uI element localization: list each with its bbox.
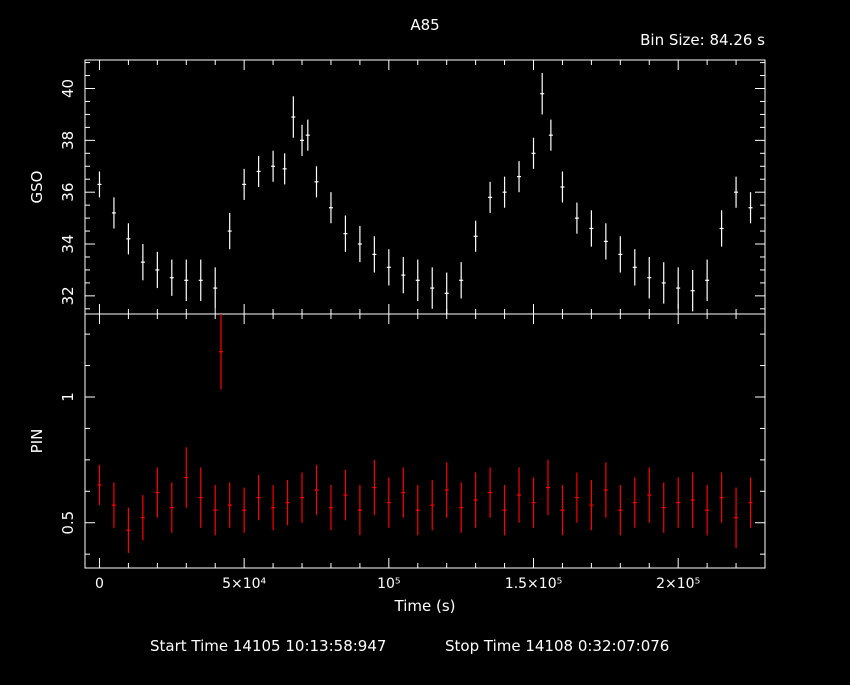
- x-tick-label: 5×10⁴: [222, 576, 266, 592]
- panel-frame-pin: [84, 313, 766, 569]
- y-axis-label: PIN: [28, 429, 46, 454]
- y-axis-label: GSO: [28, 171, 46, 204]
- start-time-label: Start Time 14105 10:13:58:947: [150, 637, 386, 655]
- x-tick-label: 0: [95, 576, 104, 592]
- y-tick-label: 36: [59, 183, 77, 202]
- series-layer: [97, 72, 753, 553]
- x-axis-label: Time (s): [394, 597, 456, 615]
- stop-time-label: Stop Time 14108 0:32:07:076: [445, 637, 669, 655]
- bin-size-label: Bin Size: 84.26 s: [640, 31, 765, 49]
- x-tick-label: 1.5×10⁵: [505, 576, 562, 592]
- y-tick-label: 1: [59, 392, 77, 402]
- axes-layer: GSO 32 34 36 38 40 PIN 0.5 1 0 5×10⁴ 10⁵ 1.5×10⁵ 2×10…: [28, 59, 766, 615]
- y-tick-label: 40: [59, 79, 77, 98]
- y-tick-label: 38: [59, 131, 77, 150]
- x-tick-label: 10⁵: [377, 576, 400, 592]
- chart-title: A85: [410, 16, 439, 34]
- y-tick-label: 0.5: [59, 511, 77, 535]
- y-tick-label: 34: [59, 234, 77, 253]
- y-tick-label: 32: [59, 286, 77, 305]
- x-tick-label: 2×10⁵: [656, 576, 700, 592]
